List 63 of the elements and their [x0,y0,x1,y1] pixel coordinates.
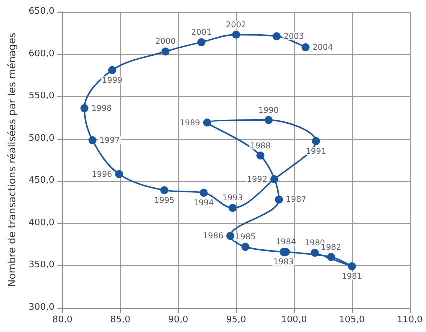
point [162,48,170,56]
annotation: 2002 [226,20,247,30]
annotation: 1996 [92,170,112,179]
point [203,118,212,127]
annotation: 1985 [235,232,256,242]
point [256,152,265,160]
y-tick-label: 450,0 [28,176,55,186]
point [327,253,336,262]
annotation: 1987 [286,195,307,204]
point [302,44,310,52]
point [80,104,89,112]
annotation: 2003 [284,32,304,42]
annotation: 1988 [250,141,271,150]
y-tick-label: 400,0 [28,218,55,228]
annotation: 2001 [191,28,212,37]
annotation: 1997 [100,136,120,146]
annotation: 1990 [258,106,279,115]
x-tick-label: 110,0 [397,316,424,326]
annotation: 1983 [274,258,294,267]
point [275,196,284,204]
annotation: 1995 [154,196,175,205]
point [228,204,237,212]
point [264,116,273,124]
point [160,186,169,194]
y-tick-label: 550,0 [28,92,55,102]
x-tick-label: 95,0 [226,316,247,326]
point [272,32,281,41]
point [242,243,250,252]
point [198,38,206,46]
x-tick-label: 80,0 [52,316,73,326]
annotation: 2000 [156,37,176,46]
y-tick-label: 350,0 [28,260,55,271]
annotation: 1982 [321,242,342,252]
point [311,249,320,258]
x-tick-label: 100,0 [281,316,308,326]
point [200,188,208,197]
y-tick-label: 650,0 [28,7,55,17]
y-tick-label: 600,0 [28,49,55,60]
y-tick-label: 500,0 [28,134,55,144]
y-tick-label: 300,0 [28,303,55,313]
annotation: 1992 [247,174,268,184]
point [232,30,240,39]
annotation: 1998 [92,104,112,113]
point [108,66,116,74]
annotation: 1984 [276,238,296,247]
x-tick-label: 90,0 [168,316,189,326]
point [88,136,97,145]
annotation: 1986 [203,232,224,241]
y-axis-title: Nombre de transactions réalisées par les ménages [8,32,18,288]
point [226,232,235,240]
annotation: 1994 [194,198,214,208]
annotation: 1999 [102,76,123,85]
point [270,175,279,184]
annotation: 1981 [342,272,362,282]
point [348,262,356,271]
x-tick-label: 85,0 [110,316,131,326]
annotation: 1991 [306,146,326,156]
point [115,170,124,178]
annotation: 1989 [180,118,200,128]
x-tick-label: 105,0 [339,316,366,326]
annotation: 1993 [222,194,244,203]
point [312,137,320,146]
annotation: 2004 [312,43,334,52]
